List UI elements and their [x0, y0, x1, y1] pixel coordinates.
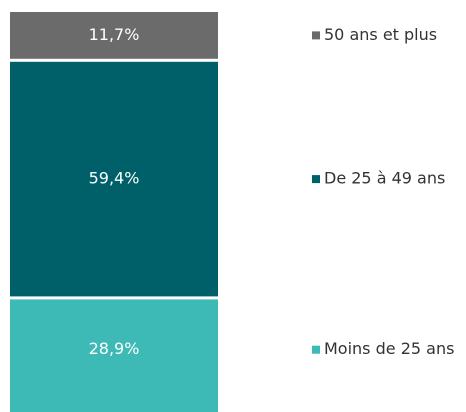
legend-label: Moins de 25 ans [324, 339, 454, 358]
data-label: 28,9% [89, 339, 140, 358]
bar-segment [10, 61, 218, 297]
legend-swatch [312, 31, 320, 40]
legend-label: De 25 à 49 ans [324, 169, 445, 188]
legend-swatch [312, 345, 320, 354]
legend-swatch [312, 175, 320, 184]
bar-segment [10, 12, 218, 59]
legend-label: 50 ans et plus [324, 25, 437, 44]
data-label: 11,7% [89, 25, 140, 44]
data-label: 59,4% [89, 169, 140, 188]
bar-segment [10, 299, 218, 412]
